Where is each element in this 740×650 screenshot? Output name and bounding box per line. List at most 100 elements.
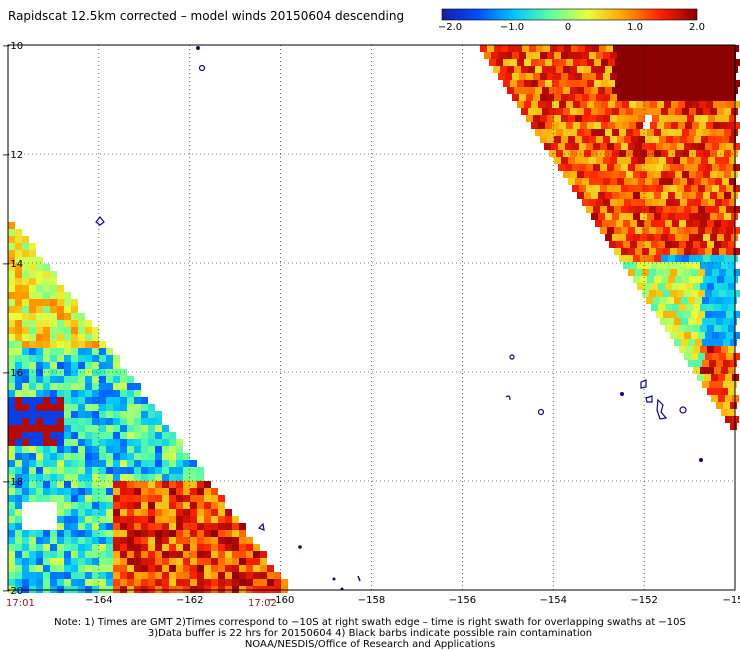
swath-cell [232, 523, 239, 530]
swath-cell [204, 558, 211, 565]
swath-cell [712, 143, 719, 150]
swath-cell [679, 262, 686, 269]
swath-cell [540, 52, 547, 59]
swath-cell [554, 94, 561, 101]
swath-cell [29, 292, 36, 299]
x-tick-label: −162 [176, 595, 203, 606]
swath-cell [628, 227, 635, 234]
swath-cell [85, 481, 92, 488]
swath-cell [176, 544, 183, 551]
swath-cell [22, 390, 29, 397]
swath-cell [665, 220, 672, 227]
swath-cell [183, 502, 190, 509]
swath-cell [654, 276, 661, 283]
swath-cell [656, 206, 663, 213]
swath-cell [724, 108, 731, 115]
swath-cell [50, 530, 57, 537]
swath-cell [706, 59, 713, 66]
swath-cell [183, 572, 190, 579]
swath-cell [50, 453, 57, 460]
swath-cell [15, 495, 22, 502]
swath-cell [57, 355, 64, 362]
swath-cell [260, 558, 267, 565]
swath-cell [15, 285, 22, 292]
swath-cell [148, 551, 155, 558]
swath-cell [691, 269, 698, 276]
swath-cell [141, 495, 148, 502]
swath-cell [8, 299, 15, 306]
swath-cell [99, 488, 106, 495]
swath-cell [689, 234, 696, 241]
swath-cell [85, 474, 92, 481]
swath-cell [619, 171, 626, 178]
swath-cell [57, 502, 64, 509]
swath-cell [15, 502, 22, 509]
swath-cell [78, 544, 85, 551]
swath-cell [92, 523, 99, 530]
swath-cell [673, 52, 680, 59]
island [198, 64, 206, 72]
swath-cell [675, 87, 682, 94]
swath-cell [715, 94, 722, 101]
swath-cell [698, 227, 705, 234]
swath-cell [204, 516, 211, 523]
swath-cell [120, 404, 127, 411]
swath-cell [85, 460, 92, 467]
swath-cell [8, 383, 15, 390]
swath-cell [43, 558, 50, 565]
swath-cell [57, 516, 64, 523]
swath-cell [680, 52, 687, 59]
swath-cell [134, 474, 141, 481]
swath-cell [71, 313, 78, 320]
swath-cell [22, 537, 29, 544]
swath-cell [43, 348, 50, 355]
swath-cell [686, 304, 693, 311]
swath-cell [714, 241, 721, 248]
swath-cell [22, 488, 29, 495]
swath-cell [606, 45, 613, 52]
swath-cell [729, 73, 736, 80]
swath-cell [99, 558, 106, 565]
swath-cell [71, 425, 78, 432]
swath-cell [92, 404, 99, 411]
swath-cell [36, 495, 43, 502]
swath-cell [22, 348, 29, 355]
swath-cell [127, 467, 134, 474]
swath-cell [610, 157, 617, 164]
swath-cell [649, 206, 656, 213]
swath-cell [491, 52, 498, 59]
swath-cell [127, 481, 134, 488]
swath-cell [15, 446, 22, 453]
swath-cell [724, 66, 731, 73]
swath-cell [78, 474, 85, 481]
swath-cell [685, 80, 692, 87]
swath-cell [668, 234, 675, 241]
swath-cell [148, 446, 155, 453]
swath-cell [650, 59, 657, 66]
swath-cell [692, 59, 699, 66]
swath-cell [607, 143, 614, 150]
swath-cell [176, 551, 183, 558]
swath-cell [728, 241, 735, 248]
swath-cell [190, 530, 197, 537]
swath-cell [675, 129, 682, 136]
swath-cell [22, 264, 29, 271]
swath-cell [57, 306, 64, 313]
swath-cell [71, 327, 78, 334]
swath-cell [626, 171, 633, 178]
swath-cell [204, 530, 211, 537]
swath-cell [113, 425, 120, 432]
swath-cell [721, 346, 728, 353]
swath-cell [183, 488, 190, 495]
island [645, 395, 653, 403]
swath-cell [642, 269, 649, 276]
swath-cell [64, 411, 71, 418]
swath-cell [15, 257, 22, 264]
swath-cell [85, 397, 92, 404]
swath-cell [15, 320, 22, 327]
swath-cell [71, 362, 78, 369]
swath-cell [71, 579, 78, 586]
swath-cell [556, 66, 563, 73]
swath-cell [600, 143, 607, 150]
swath-cell [652, 199, 659, 206]
